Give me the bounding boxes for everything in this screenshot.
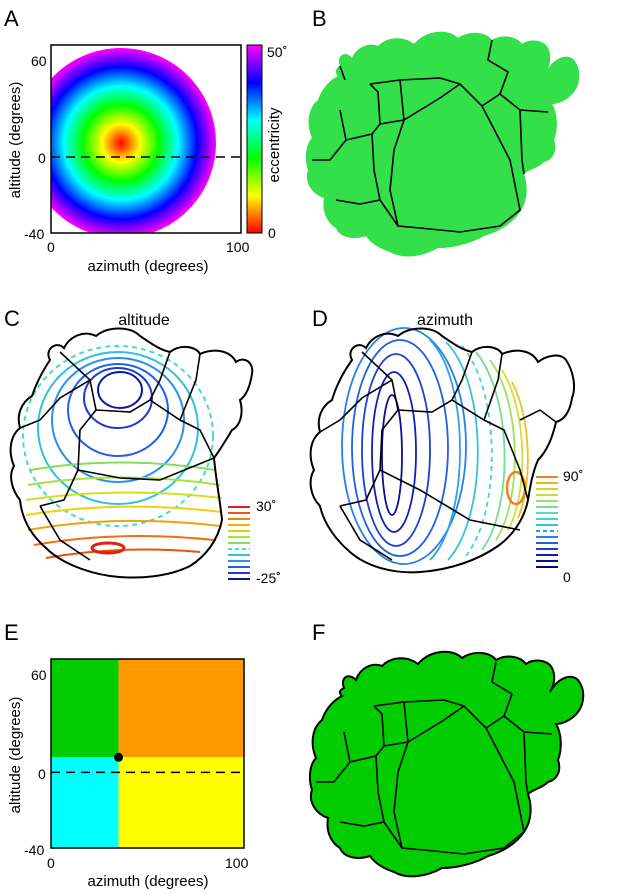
panel-d: D azimuth [309,306,583,585]
area-borders-b [304,30,581,258]
ytick-e-60: 60 [31,667,47,683]
ytick-a-60: 60 [31,53,47,69]
panel-letter-a: A [4,6,19,31]
altitude-contours [22,345,223,559]
area-borders-c [9,327,254,579]
ytick-e-neg40: -40 [24,842,44,858]
ytick-e-0: 0 [38,766,46,782]
area-borders-d [309,327,575,574]
legend-c-bottom: -25˚ [256,570,281,586]
panel-letter-f: F [312,620,325,645]
quadrant-upper-left [51,659,119,758]
title-c: altitude [118,312,170,329]
axes-frame-a [50,44,242,234]
eccentricity-map [51,45,241,233]
xtick-e-100: 100 [225,855,249,871]
quadrant-lower-right [118,757,244,848]
xtick-a-100: 100 [226,239,250,255]
quadrant-lower-left [51,757,119,848]
azimuth-contours [341,327,529,565]
colorbar-a [246,44,263,234]
axes-frame-e [50,658,245,849]
ytick-a-0: 0 [38,150,46,166]
colorbar-label: eccentricity [266,107,283,183]
area-borders-f [308,650,585,878]
quadrant-map [51,659,244,848]
panel-e: E 60 0 -40 0 100 azimuth (degrees) altit… [4,620,249,890]
xlabel-e: azimuth (degrees) [88,873,209,890]
xtick-a-0: 0 [47,239,55,255]
panel-letter-c: C [4,306,20,331]
panel-letter-d: D [312,306,328,331]
colorbar-bottom-label: 0 [268,225,276,241]
ylabel-a: altitude (degrees) [7,82,24,199]
panel-letter-e: E [4,620,19,645]
ytick-a-neg40: -40 [24,226,44,242]
title-d: azimuth [417,312,473,329]
azimuth-legend [536,476,558,568]
quadrant-center-point [114,752,124,762]
panel-f: F [308,620,585,878]
xtick-e-0: 0 [47,855,55,871]
eccentricity-disc [51,48,216,233]
xlabel-a: azimuth (degrees) [88,258,209,275]
panel-letter-b: B [312,6,327,31]
quadrant-upper-right [118,659,244,758]
panel-c: C altitude [4,306,281,586]
panel-a: A 60 0 -40 0 100 azimuth (degrees) altit… [4,6,287,275]
ylabel-e: altitude (degrees) [7,697,24,814]
legend-d-top: 90˚ [563,468,583,484]
legend-d-bottom: 0 [563,569,571,585]
legend-c-top: 30˚ [256,498,276,514]
altitude-legend [228,506,250,580]
colorbar-top-label: 50˚ [267,44,287,60]
